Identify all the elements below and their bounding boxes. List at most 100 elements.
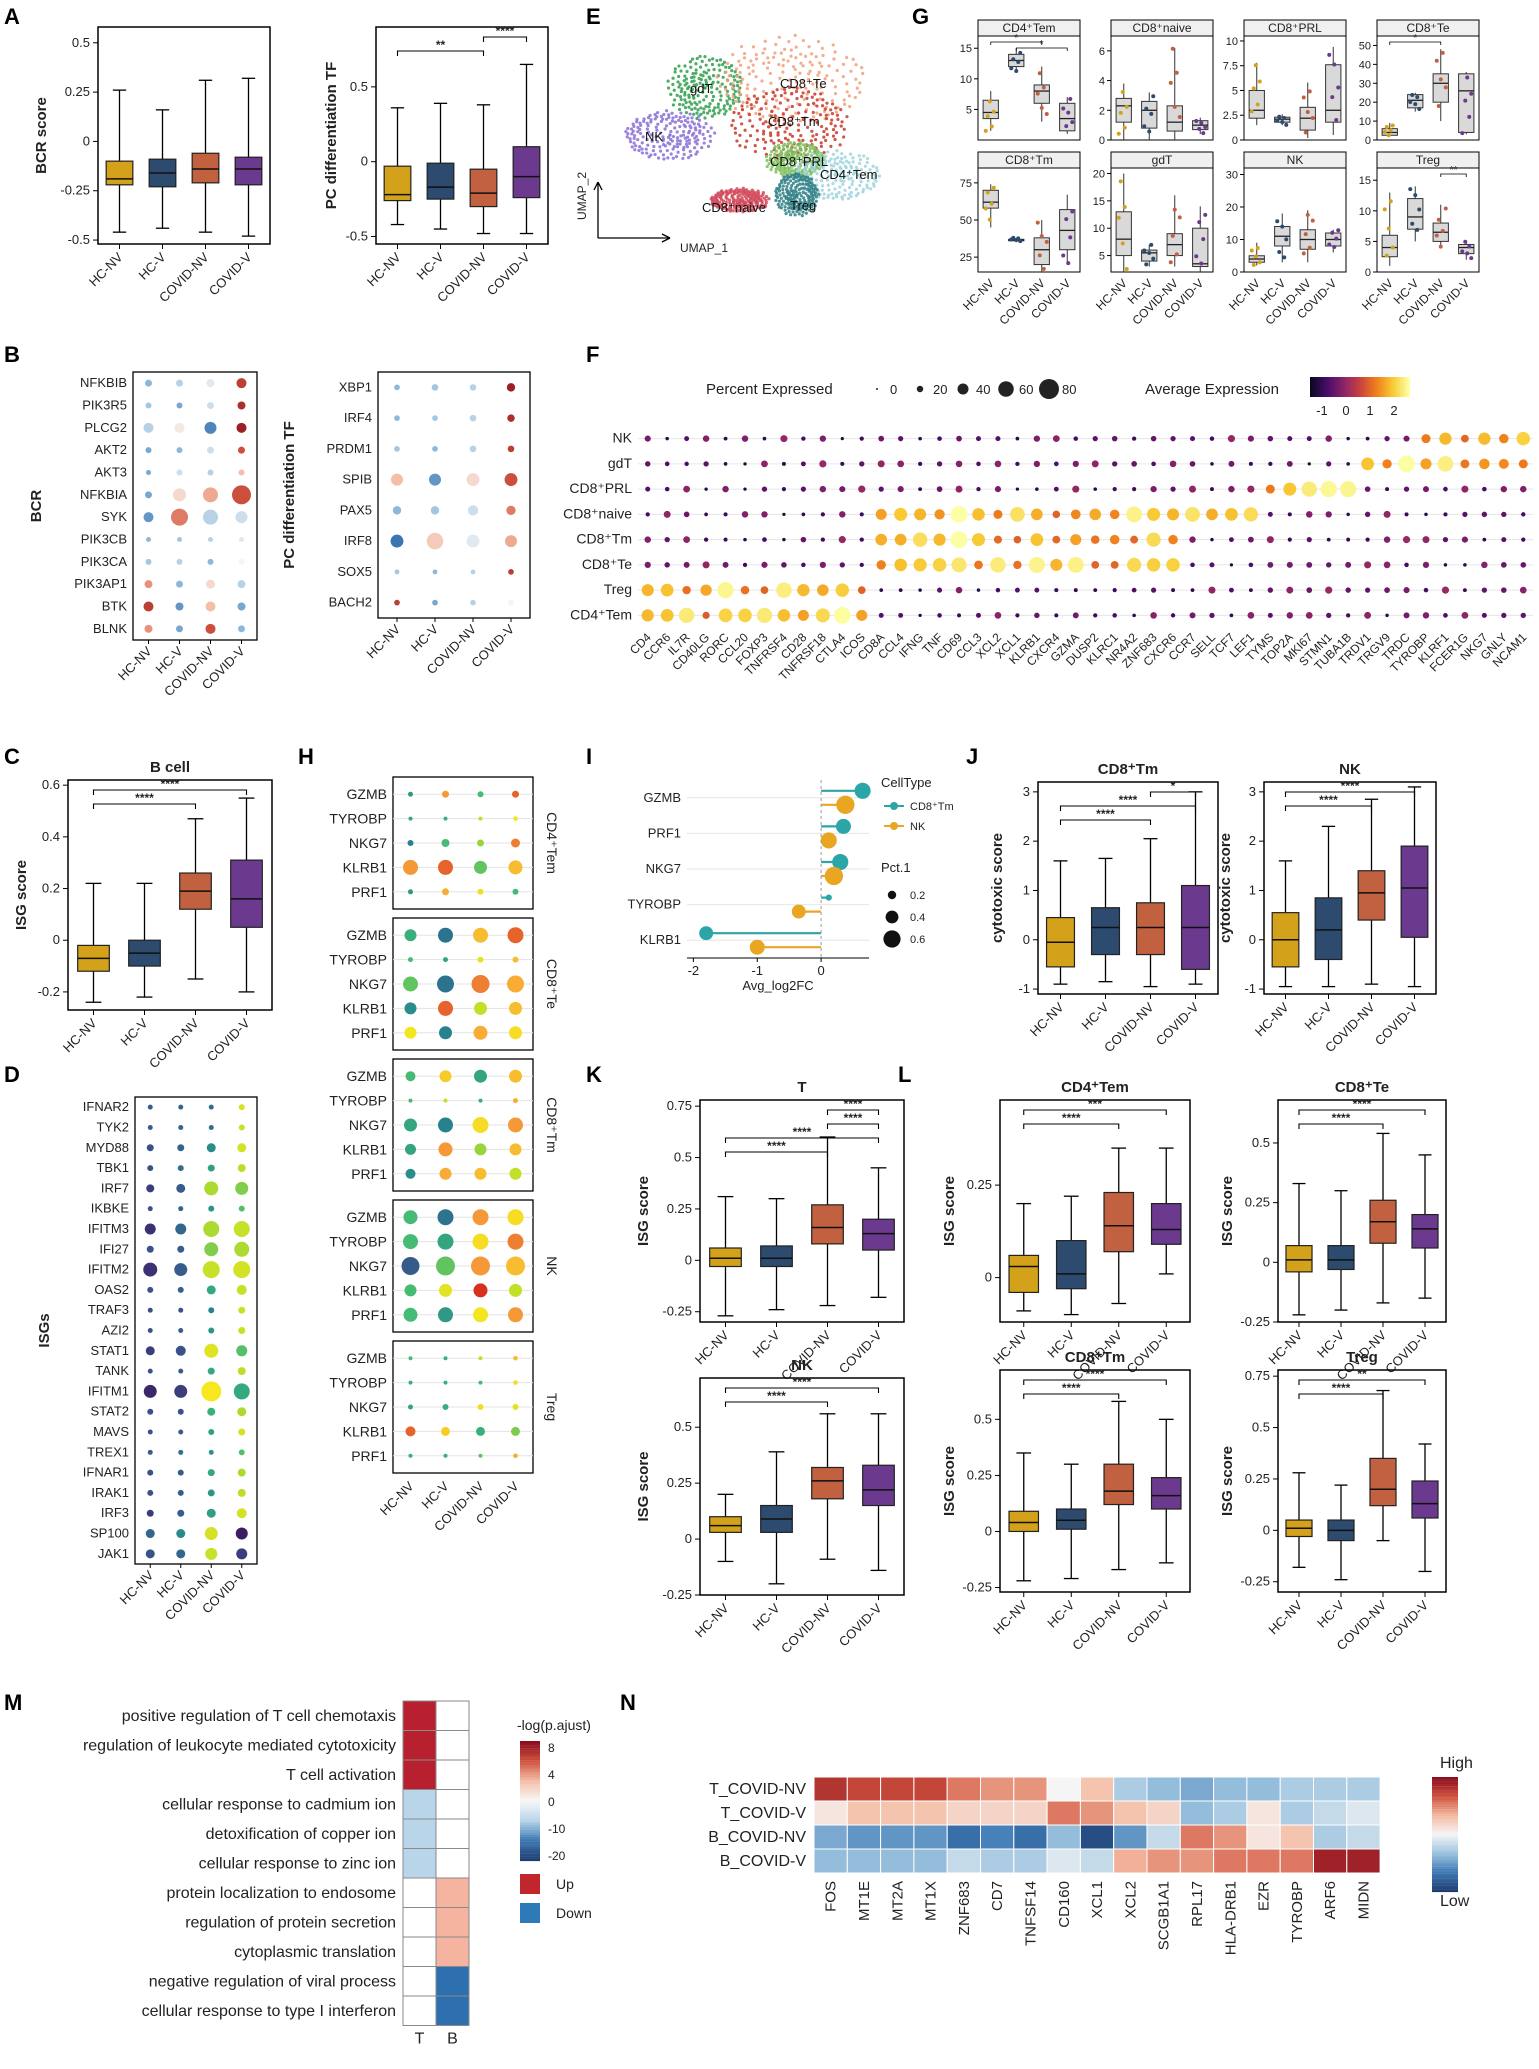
color-legend-strip [520, 1846, 540, 1850]
umap-point [741, 186, 745, 190]
x-tick-label: COVID-V [1382, 1327, 1431, 1376]
y-tick-label: 20 [1359, 97, 1371, 109]
expression-dot [876, 560, 886, 570]
heat-cell [402, 1907, 437, 1938]
color-legend-strip [520, 1853, 540, 1857]
umap-point [701, 83, 705, 87]
umap-point [787, 39, 791, 44]
expression-dot [1403, 587, 1410, 594]
y-tick-label: -0.5 [68, 232, 90, 247]
sample-point [1144, 106, 1149, 111]
umap-point [695, 111, 699, 115]
umap-point [684, 142, 688, 146]
umap-point [801, 174, 805, 178]
umap-point [767, 197, 771, 201]
color-legend-strip [1432, 1871, 1458, 1874]
umap-point [835, 113, 840, 117]
umap-point [701, 90, 705, 94]
heat-cell [946, 1824, 982, 1850]
expression-dot [1481, 511, 1488, 518]
expression-dot [1398, 455, 1415, 473]
umap-point [851, 156, 855, 160]
expression-dot [1516, 431, 1531, 446]
sig-bracket [1284, 805, 1373, 811]
y-tick-label: 0.5 [674, 1150, 692, 1165]
umap-point [720, 82, 724, 86]
expression-dot [204, 1242, 219, 1257]
umap-point [774, 194, 778, 198]
x-tick-label: COVID-NV [1101, 999, 1157, 1055]
lollipop-head [832, 853, 849, 871]
heat-cell [435, 1877, 470, 1908]
expression-dot [1228, 460, 1235, 467]
umap-point [801, 155, 805, 159]
heat-cell [1046, 1848, 1081, 1874]
expression-dot [1229, 613, 1234, 618]
sample-point [1120, 90, 1125, 95]
row-label: B_COVID-V [720, 1853, 807, 1870]
umap-point [693, 140, 697, 144]
expression-dot [178, 1206, 184, 1212]
sample-point [1194, 118, 1199, 123]
umap-point [704, 78, 708, 82]
dotplot-D: IFNAR2TYK2MYD88TBK1IRF7IKBKEIFITM3IFI27I… [36, 1096, 258, 1623]
pct-legend-dot [883, 930, 901, 948]
expression-dot [1015, 613, 1020, 618]
umap-point [624, 129, 628, 134]
sample-point [1142, 124, 1147, 129]
facet-title: Treg [544, 1393, 560, 1421]
box-COVID-NV [811, 1466, 844, 1500]
umap-point [722, 104, 726, 108]
color-legend-strip [520, 1834, 540, 1838]
sample-point [1124, 267, 1129, 272]
plot-title: NK [791, 1357, 813, 1374]
umap-point [661, 135, 665, 139]
color-legend-strip [1360, 377, 1363, 397]
expression-dot [1326, 612, 1332, 619]
expression-dot [974, 560, 983, 570]
umap-point [865, 185, 869, 190]
expression-dot [1501, 511, 1507, 518]
umap-point [734, 67, 739, 71]
expression-dot [819, 435, 826, 442]
heat-cell [402, 1848, 437, 1879]
expression-dot [1461, 485, 1469, 493]
size-legend-label: 60 [1019, 382, 1033, 397]
expression-dot [894, 507, 908, 521]
y-tick-label: 30 [1226, 170, 1238, 182]
expression-dot [995, 587, 1001, 593]
expression-dot [994, 460, 1002, 468]
sample-point [1116, 215, 1121, 220]
sig-bracket [826, 1109, 880, 1115]
color-legend-strip [1332, 377, 1336, 397]
umap-point [838, 185, 842, 189]
expression-dot [207, 402, 214, 409]
box-HC-NV [709, 1247, 742, 1268]
umap-point [854, 165, 859, 170]
expression-dot [235, 511, 248, 524]
expression-dot [408, 791, 413, 797]
umap-point [677, 102, 682, 107]
umap-point [699, 106, 703, 110]
box-COVID-NV [191, 152, 220, 184]
umap-point [764, 201, 768, 205]
box-HC-NV [1115, 211, 1132, 257]
umap-point [781, 112, 785, 116]
gene-label: IFNAR1 [83, 1465, 129, 1480]
expression-dot [177, 1165, 184, 1172]
gene-label: KLRB1 [343, 1423, 388, 1439]
expression-dot [512, 888, 519, 895]
umap-point [677, 64, 681, 68]
expression-dot [1073, 588, 1078, 593]
umap-point [861, 190, 865, 194]
umap-point [872, 177, 876, 181]
heat-cell [435, 1995, 470, 2026]
umap-point [710, 90, 714, 94]
expression-dot [1229, 537, 1234, 543]
umap-point [821, 168, 826, 172]
umap-point [752, 197, 756, 201]
expression-dot [780, 435, 788, 443]
umap-point [702, 98, 706, 102]
expression-dot [513, 816, 518, 821]
